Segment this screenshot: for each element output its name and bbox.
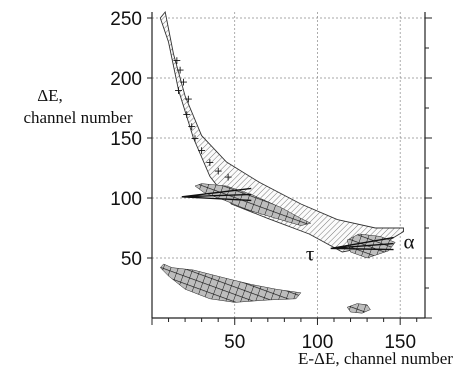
point-mark: + <box>223 170 232 183</box>
pointer-lines <box>181 187 394 251</box>
x-tick-label: 50 <box>224 332 245 353</box>
region-label-tau: τ <box>306 241 314 265</box>
x-axis-title: E-ΔE, channel number <box>298 349 453 368</box>
point-mark: + <box>190 132 199 145</box>
x-tick-label: 100 <box>302 332 334 353</box>
point-mark: + <box>179 76 188 89</box>
y-tick-label: 50 <box>121 249 142 270</box>
y-axis-title-line2: channel number <box>23 108 132 127</box>
point-mark: + <box>182 108 191 121</box>
pointer-line <box>330 236 394 251</box>
pointer-line <box>181 187 252 202</box>
point-mark: + <box>172 54 181 67</box>
scatter-cluster <box>346 303 371 314</box>
y-tick-label: 250 <box>110 9 142 30</box>
axes <box>147 12 432 325</box>
y-tick-label: 100 <box>110 189 142 210</box>
point-marks: +++++++++++ + <box>172 54 233 183</box>
point-mark: + <box>197 144 206 157</box>
scatter-cluster <box>159 263 302 303</box>
point-mark: + <box>176 64 185 77</box>
x-tick-label: 150 <box>384 332 416 353</box>
y-tick-label: 150 <box>110 129 142 150</box>
point-mark: + <box>187 120 196 133</box>
scatter-cluster <box>194 183 312 226</box>
point-mark: + <box>214 164 223 177</box>
point-mark: + <box>205 156 214 169</box>
y-axis-title-line1: ΔE, <box>37 86 63 105</box>
point-mark: + <box>184 92 193 105</box>
point-mark: + <box>174 84 183 97</box>
y-tick-label: 200 <box>110 69 142 90</box>
scatter-clusters <box>159 183 396 314</box>
region-label-alpha: α <box>403 229 414 253</box>
tick-labels: 50 100 150 50 100 150 200 250 <box>110 9 416 353</box>
